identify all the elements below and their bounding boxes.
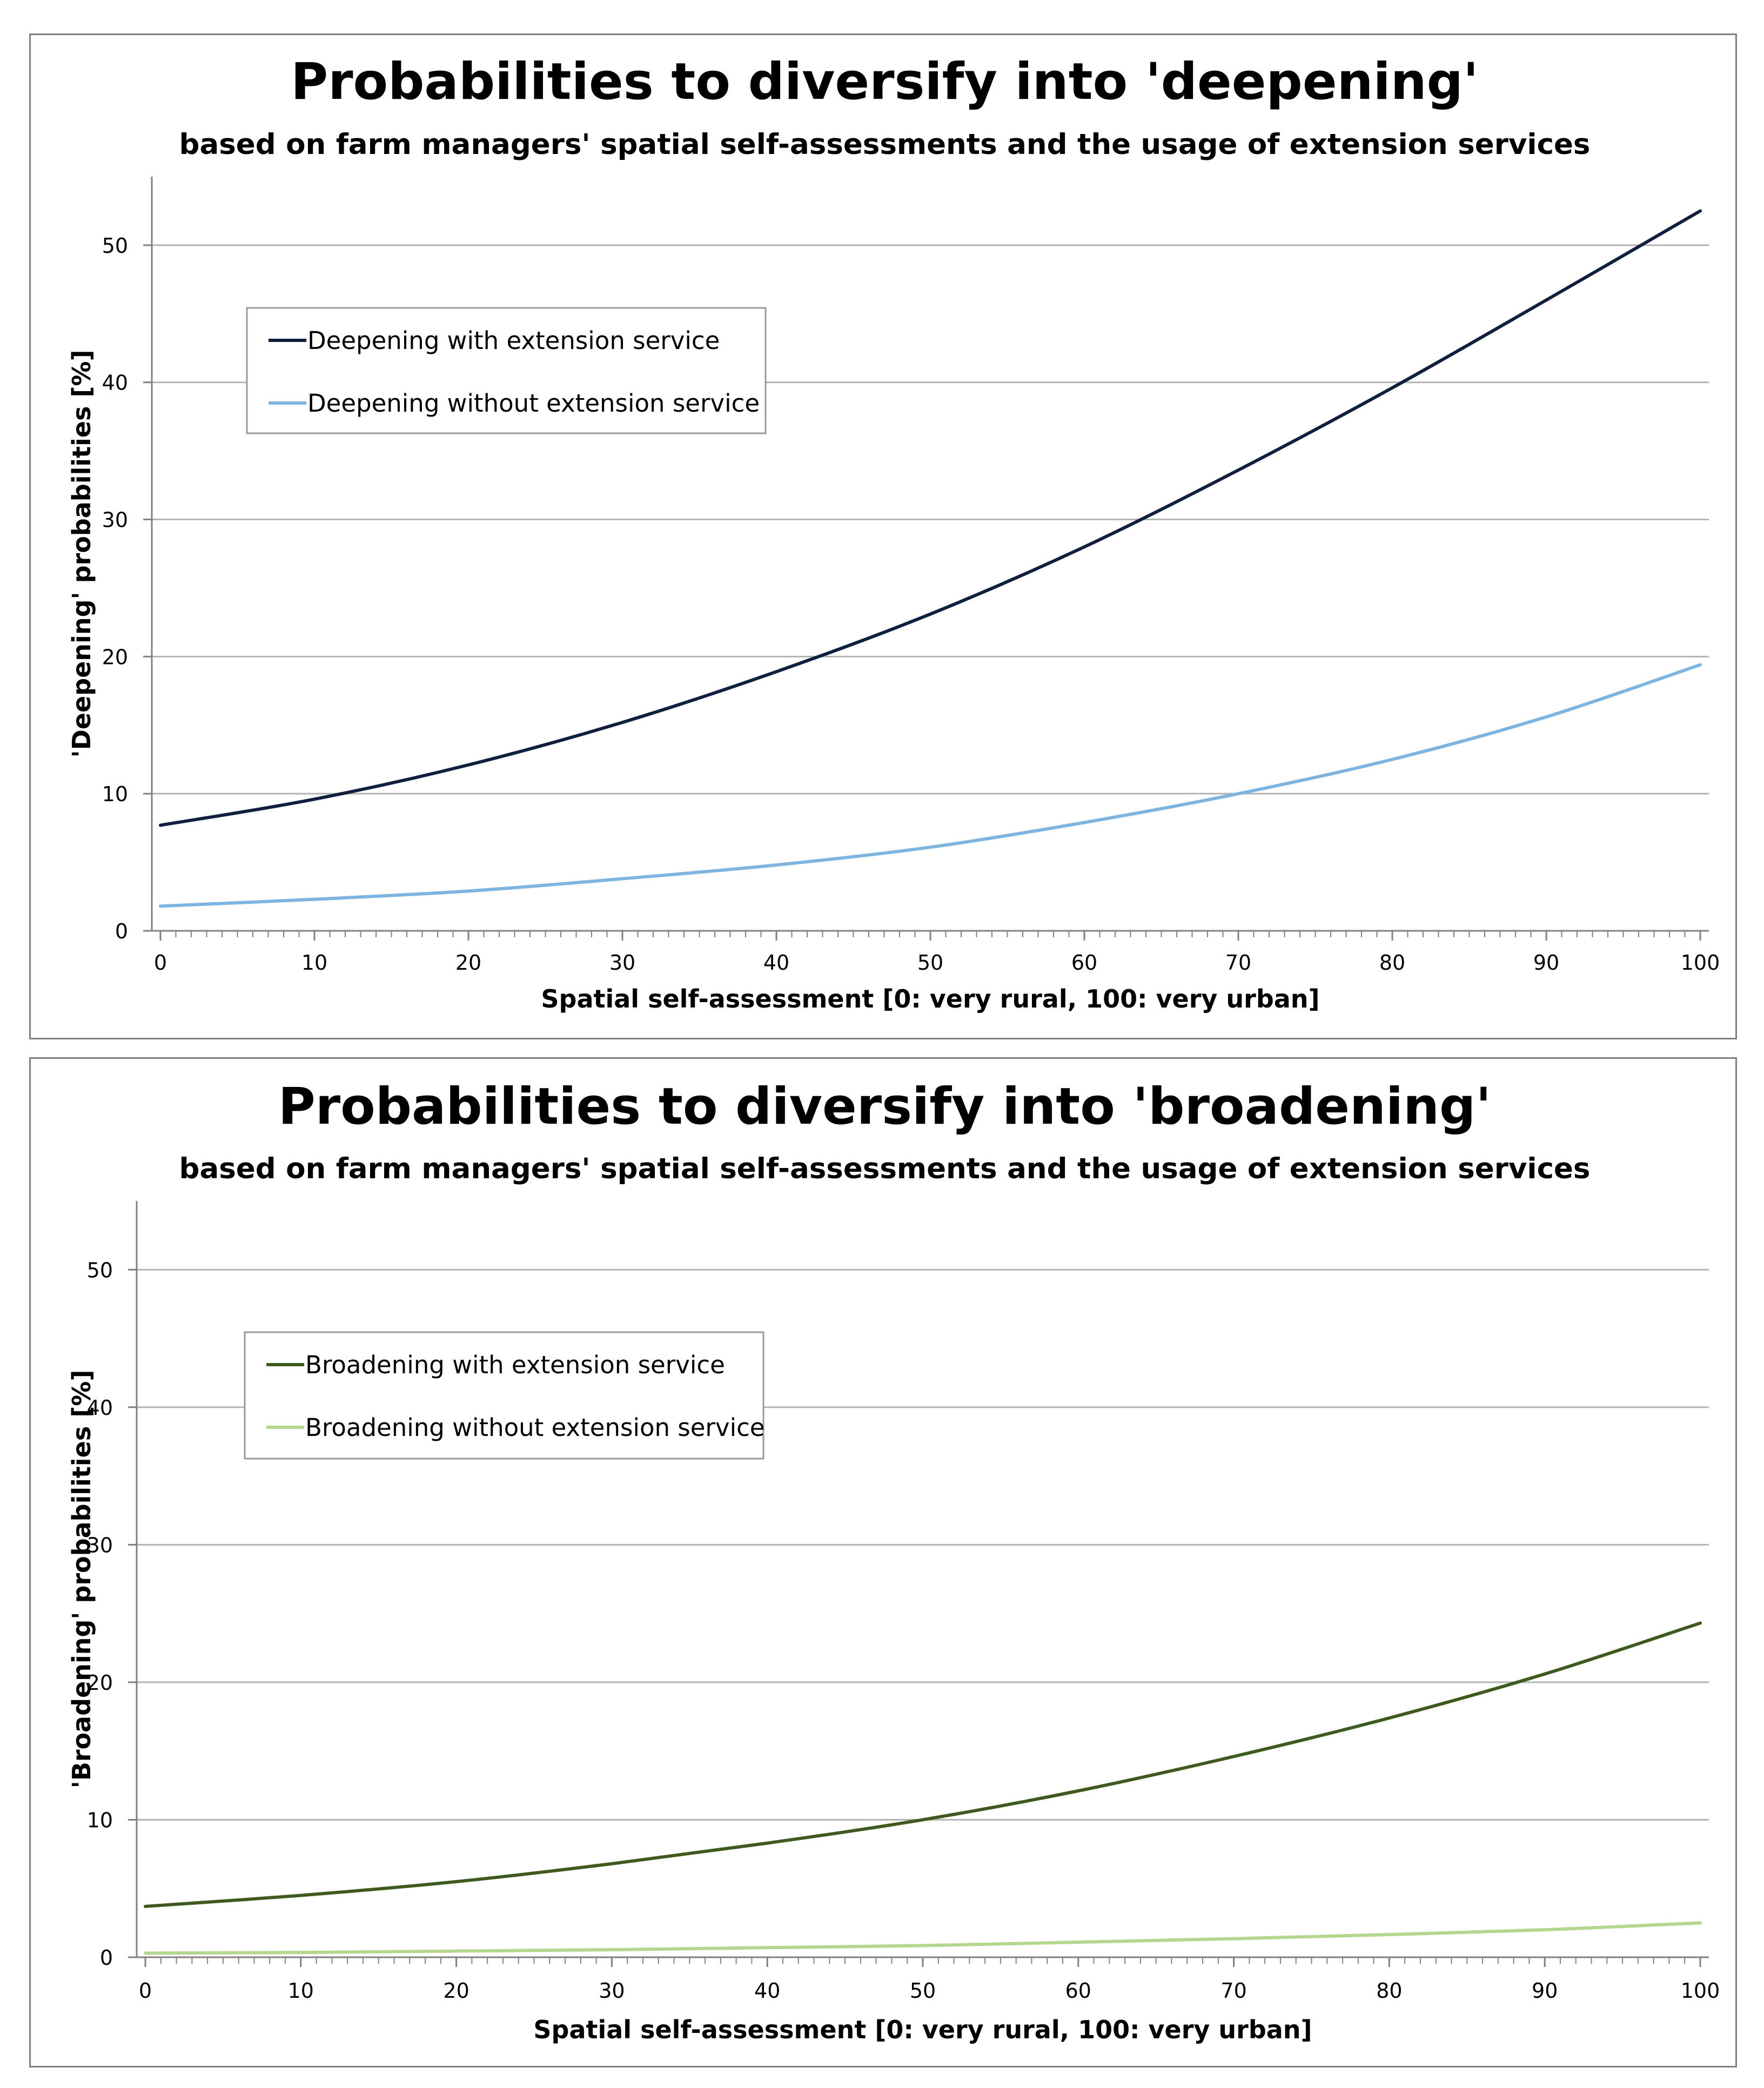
deepening-chart-panel: Probabilities to diversify into 'deepeni… (29, 33, 1737, 1039)
x-tick-label: 30 (609, 951, 635, 975)
x-tick-label: 80 (1376, 1979, 1402, 2003)
x-tick-label: 100 (1681, 1979, 1720, 2003)
series-line-2 (159, 663, 1702, 908)
y-tick-label: 0 (100, 1946, 113, 1970)
x-tick-label: 50 (917, 951, 943, 975)
x-axis-label: Spatial self-assessment [0: very rural, … (533, 2015, 1312, 2044)
series-line-1 (144, 1621, 1702, 1908)
x-tick-label: 90 (1532, 1979, 1558, 2003)
x-tick-label: 0 (139, 1979, 152, 2003)
chart-title: Probabilities to diversify into 'deepeni… (291, 52, 1478, 111)
legend-box (246, 307, 767, 434)
y-tick-label: 10 (87, 1808, 113, 1832)
y-tick-label: 0 (115, 919, 128, 943)
legend: Deepening with extension service Deepenin… (246, 307, 767, 434)
deepening-chart: Probabilities to diversify into 'deepeni… (67, 52, 1720, 1013)
x-tick-label: 80 (1379, 951, 1405, 975)
x-tick-label: 40 (754, 1979, 780, 2003)
y-tick-label: 40 (102, 371, 128, 395)
x-tick-label: 50 (910, 1979, 936, 2003)
chart-title: Probabilities to diversify into 'broaden… (278, 1077, 1491, 1136)
y-axis-label: 'Broadening' probabilities [%] (67, 1370, 96, 1789)
y-tick-label: 30 (87, 1533, 113, 1557)
legend-label-1: Deepening with extension service (307, 326, 720, 355)
y-tick-label: 40 (87, 1396, 113, 1420)
chart-subtitle: based on farm managers' spatial self-ass… (179, 1152, 1591, 1185)
series-line-1 (159, 209, 1702, 827)
x-tick-label: 70 (1225, 951, 1251, 975)
y-tick-label: 20 (87, 1671, 113, 1695)
x-tick-label: 10 (288, 1979, 314, 2003)
series-line-2 (144, 1921, 1702, 1955)
legend-box (244, 1331, 764, 1460)
legend-label-1: Broadening with extension service (305, 1351, 725, 1379)
x-tick-label: 90 (1533, 951, 1559, 975)
x-tick-label: 60 (1065, 1979, 1091, 2003)
x-tick-label: 20 (455, 951, 481, 975)
y-axis-label: 'Deepening' probabilities [%] (67, 350, 96, 758)
x-tick-label: 10 (301, 951, 327, 975)
y-tick-label: 50 (102, 234, 128, 258)
x-tick-label: 20 (443, 1979, 469, 2003)
x-tick-label: 100 (1681, 951, 1720, 975)
y-tick-label: 30 (102, 508, 128, 532)
x-tick-label: 70 (1220, 1979, 1246, 2003)
broadening-chart: Probabilities to diversify into 'broaden… (67, 1077, 1720, 2044)
chart-subtitle: based on farm managers' spatial self-ass… (179, 128, 1591, 161)
y-tick-label: 50 (87, 1258, 113, 1282)
x-tick-label: 40 (763, 951, 789, 975)
broadening-chart-panel: Probabilities to diversify into 'broaden… (29, 1057, 1737, 2067)
legend-label-2: Broadening without extension service (305, 1413, 765, 1442)
x-tick-label: 60 (1071, 951, 1097, 975)
legend-label-2: Deepening without extension service (307, 389, 760, 418)
y-tick-label: 10 (102, 782, 128, 806)
x-tick-label: 30 (599, 1979, 625, 2003)
x-axis-label: Spatial self-assessment [0: very rural, … (541, 984, 1319, 1013)
y-tick-label: 20 (102, 645, 128, 669)
legend: Broadening with extension service Broaden… (244, 1331, 765, 1460)
x-tick-label: 0 (154, 951, 167, 975)
